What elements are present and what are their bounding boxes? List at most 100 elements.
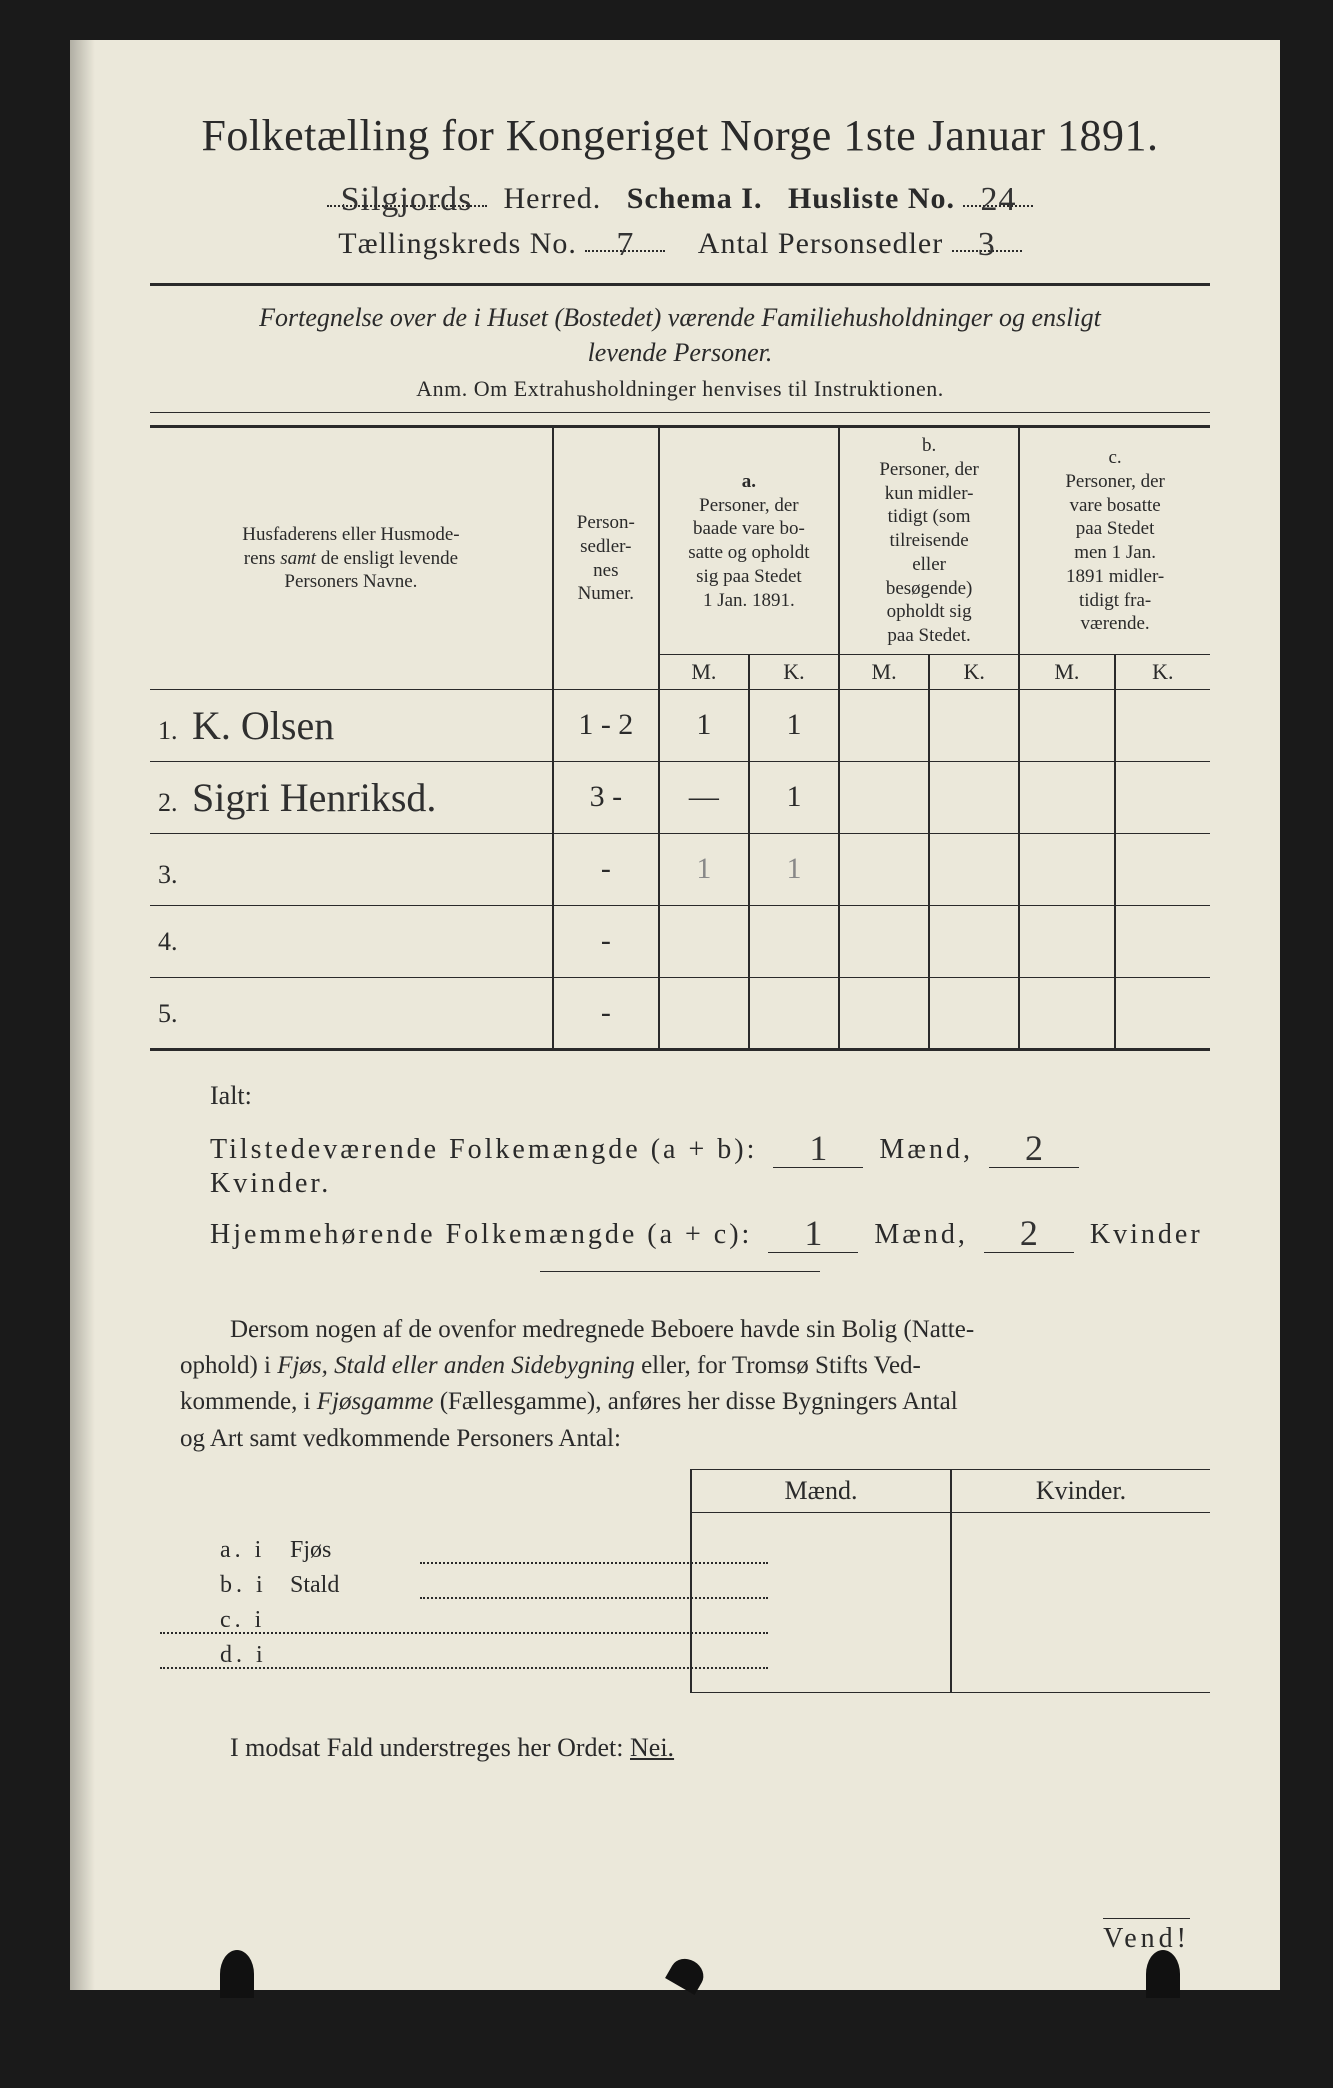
herred-field: Silgjords (327, 179, 487, 207)
cell-aK: 1 (749, 689, 839, 761)
schema-label: Schema I. (627, 182, 763, 215)
table-row: 2.Sigri Henriksd. 3 - — 1 (150, 761, 1210, 833)
cell-aK (749, 905, 839, 977)
instructions-paragraph: Dersom nogen af de ovenfor medregnede Be… (180, 1312, 1180, 1457)
cell-bM (839, 905, 929, 977)
totals-row2-k: 2 (1020, 1213, 1038, 1253)
col-b-letter: b. (922, 435, 936, 456)
abcd-row: a. i Fjøs (220, 1537, 780, 1564)
cell-bM (839, 977, 929, 1049)
cell-numer: - (553, 833, 659, 905)
cell-aM: 1 (659, 689, 749, 761)
nei-line: I modsat Fald understreges her Ordet: Ne… (230, 1733, 1210, 1763)
col-a-letter: a. (742, 471, 756, 492)
col-b-header: b. Personer, derkun midler-tidigt (somti… (839, 427, 1019, 655)
cell-aM: 1 (659, 833, 749, 905)
cell-bM (839, 689, 929, 761)
abcd-row: d. i (220, 1642, 780, 1669)
row-num: 2. (158, 788, 186, 818)
abcd-row: b. i Stald (220, 1572, 780, 1599)
cell-bK (929, 905, 1019, 977)
cell-cK (1115, 761, 1210, 833)
abcd-type: Stald (290, 1572, 420, 1599)
totals-row1-k-field: 2 (989, 1125, 1079, 1168)
kvinder-label-2: Kvinder (1090, 1219, 1203, 1250)
totals-block: Ialt: Tilstedeværende Folkemængde (a + b… (210, 1081, 1210, 1253)
totals-row-2: Hjemmehørende Folkemængde (a + c): 1 Mæn… (210, 1210, 1210, 1253)
cell-numer: - (553, 905, 659, 977)
table-row: 3. - 1 1 (150, 833, 1210, 905)
divider-thick-1 (150, 283, 1210, 286)
cell-aK: 1 (749, 833, 839, 905)
personsedler-label: Antal Personsedler (698, 227, 943, 260)
cell-bM (839, 761, 929, 833)
cell-cK (1115, 833, 1210, 905)
subtitle-l2: levende Personer. (588, 338, 773, 367)
dotted-line (420, 1544, 768, 1564)
table-row: 1.K. Olsen 1 - 2 1 1 (150, 689, 1210, 761)
divider-thin-1 (150, 412, 1210, 413)
cell-cM (1019, 761, 1114, 833)
kreds-label: Tællingskreds No. (338, 227, 577, 260)
page-shadow (70, 40, 95, 1990)
cell-numer: - (553, 977, 659, 1049)
vend-label: Vend! (1103, 1918, 1190, 1955)
cell-name: 3. (150, 833, 553, 905)
abcd-label: a. i (220, 1537, 290, 1564)
subtitle-l1: Fortegnelse over de i Huset (Bostedet) v… (259, 303, 1101, 332)
person-name (186, 847, 192, 892)
cell-aM (659, 905, 749, 977)
cell-aK (749, 977, 839, 1049)
mk-b-k: K. (929, 654, 1019, 689)
row-num: 4. (158, 927, 186, 957)
husliste-value: 24 (980, 181, 1016, 218)
form-title: Folketælling for Kongeriget Norge 1ste J… (150, 110, 1210, 161)
col-a-header: a. Personer, derbaade vare bo-satte og o… (659, 427, 839, 655)
cell-cK (1115, 905, 1210, 977)
page-damage-icon (665, 1953, 709, 1995)
husliste-field: 24 (963, 179, 1033, 207)
cell-cM (1019, 833, 1114, 905)
header-line-2: Silgjords Herred. Schema I. Husliste No.… (150, 179, 1210, 216)
cell-cM (1019, 905, 1114, 977)
abcd-label: b. i (220, 1572, 290, 1599)
totals-row2-m-field: 1 (768, 1210, 858, 1253)
cell-name: 1.K. Olsen (150, 689, 553, 761)
totals-row1-m-field: 1 (773, 1125, 863, 1168)
mk-c-k: K. (1115, 654, 1210, 689)
census-form-page: Folketælling for Kongeriget Norge 1ste J… (70, 40, 1280, 1990)
mk-a-k: K. (749, 654, 839, 689)
divider-short (540, 1271, 820, 1272)
page-damage-icon (220, 1950, 254, 1998)
page-damage-icon (1146, 1950, 1180, 1998)
dotted-line (160, 1649, 768, 1669)
ialt-label: Ialt: (210, 1081, 1210, 1111)
person-name: K. Olsen (186, 703, 334, 748)
cell-aK: 1 (749, 761, 839, 833)
cell-aM (659, 977, 749, 1049)
herred-value: Silgjords (341, 181, 473, 218)
nei-pre: I modsat Fald understreges her Ordet: (230, 1733, 630, 1762)
totals-row2-k-field: 2 (984, 1210, 1074, 1253)
personsedler-field: 3 (952, 224, 1022, 252)
abcd-row: c. i (220, 1607, 780, 1634)
cell-cK (1115, 689, 1210, 761)
cell-cM (1019, 977, 1114, 1049)
cell-bK (929, 689, 1019, 761)
cell-cK (1115, 977, 1210, 1049)
abcd-type: Fjøs (290, 1537, 420, 1564)
mk-kvinder-col (952, 1513, 1210, 1692)
mk-c-m: M. (1019, 654, 1114, 689)
cell-bK (929, 833, 1019, 905)
col-c-header: c. Personer, dervare bosattepaa Stedetme… (1019, 427, 1210, 655)
cell-bK (929, 977, 1019, 1049)
table-row: 5. - (150, 977, 1210, 1049)
person-name: Sigri Henriksd. (186, 775, 436, 820)
kvinder-label: Kvinder. (210, 1168, 331, 1199)
col-c-letter: c. (1109, 447, 1122, 468)
table-row: 4. - (150, 905, 1210, 977)
cell-name: 2.Sigri Henriksd. (150, 761, 553, 833)
husliste-label: Husliste No. (788, 182, 955, 215)
maend-label-2: Mænd, (874, 1219, 968, 1250)
cell-cM (1019, 689, 1114, 761)
